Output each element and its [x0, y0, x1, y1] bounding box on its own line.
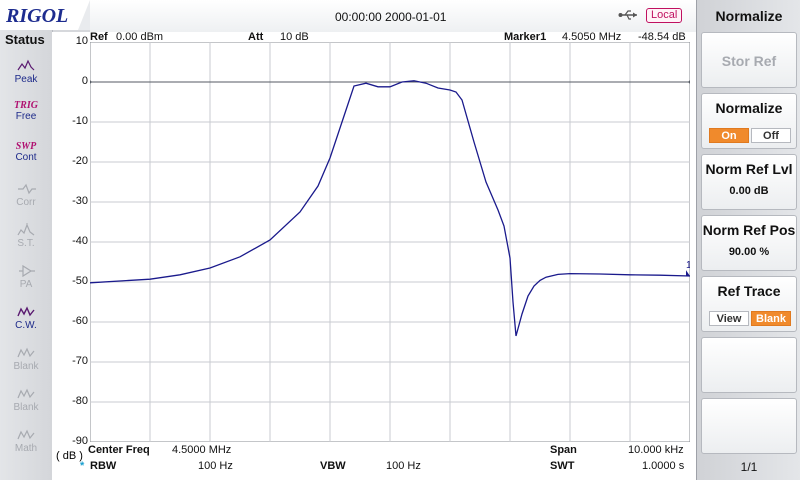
unit-label: ( dB )	[56, 450, 83, 462]
status-blank-indicator: Blank	[6, 343, 46, 381]
status-cw-indicator: C.W.	[6, 302, 46, 340]
stor-ref-softkey[interactable]: Stor Ref	[701, 32, 797, 88]
status-peak-indicator: Peak	[6, 56, 46, 94]
center-freq-value[interactable]: 4.5000 MHz	[172, 444, 232, 456]
ref-trace-view-option[interactable]: View	[709, 311, 749, 326]
page-indicator: 1/1	[740, 460, 758, 474]
marker-1-symbol	[686, 270, 690, 277]
header-bar: 00:00:00 2000-01-01 Local	[90, 0, 696, 32]
swt-value[interactable]: 1.0000 s	[642, 460, 685, 472]
status-free-indicator: TRIG Free	[6, 97, 46, 135]
readout-top: Ref 0.00 dBm Att 10 dB Marker1 4.5050 MH…	[90, 32, 690, 43]
status-item-label: Blank	[13, 402, 39, 413]
normalize-off-option[interactable]: Off	[751, 128, 791, 143]
ref-trace-softkey[interactable]: Ref Trace View Blank	[701, 276, 797, 332]
y-tick-label: -10	[72, 115, 88, 127]
trace-math-icon	[17, 429, 35, 440]
ref-line-right-marker	[688, 80, 690, 84]
corr-icon	[18, 183, 36, 195]
y-tick-label: -50	[72, 275, 88, 287]
norm-ref-lvl-softkey[interactable]: Norm Ref Lvl 0.00 dB	[701, 154, 797, 210]
vbw-label: VBW	[320, 460, 346, 472]
ref-trace-blank-option[interactable]: Blank	[751, 311, 791, 326]
y-tick-label: 0	[81, 75, 88, 87]
trace-blank-icon	[17, 388, 35, 399]
status-item-label: Cont	[15, 152, 37, 163]
norm-ref-lvl-value: 0.00 dB	[729, 185, 769, 197]
marker-level: -48.54 dB	[638, 31, 686, 43]
rbw-manual-indicator: *	[80, 460, 85, 472]
y-tick-label: -30	[72, 195, 88, 207]
peak-icon	[17, 59, 35, 71]
clear-write-icon	[17, 306, 35, 317]
ref-line-left-marker	[90, 80, 92, 84]
marker-label: Marker1	[504, 31, 547, 43]
y-tick-label: -60	[72, 315, 88, 327]
y-tick-label: -80	[72, 395, 88, 407]
menu-title: Normalize	[715, 8, 783, 24]
status-item-label: Peak	[14, 74, 38, 85]
ref-level-label: Ref	[90, 31, 108, 43]
status-swp-tag: SWP	[15, 141, 37, 152]
status-blank-indicator: Blank	[6, 384, 46, 422]
status-cont-indicator: SWP Cont	[6, 138, 46, 176]
preamp-icon	[19, 264, 35, 278]
marker-1-label: 1	[686, 260, 690, 271]
status-st-indicator: S.T.	[6, 220, 46, 258]
attenuation-label: Att	[248, 31, 264, 43]
rigol-logo: RIGOL	[0, 0, 90, 30]
center-freq-label: Center Freq	[88, 444, 150, 456]
spectrum-plot: 1	[90, 42, 690, 442]
svg-text:RIGOL: RIGOL	[5, 5, 68, 27]
spectrum-trace	[90, 80, 690, 337]
rbw-label: RBW	[90, 460, 117, 472]
signal-track-icon	[17, 223, 35, 236]
y-tick-label: -90	[72, 435, 88, 447]
norm-ref-pos-value: 90.00 %	[728, 246, 770, 258]
status-item-label: S.T.	[17, 238, 35, 249]
stor-ref-label: Stor Ref	[721, 53, 777, 69]
status-title: Status	[5, 32, 45, 47]
y-tick-label: -20	[72, 155, 88, 167]
normalize-on-option[interactable]: On	[709, 128, 749, 143]
status-item-label: Math	[14, 443, 38, 454]
empty-softkey-1[interactable]	[701, 337, 797, 393]
status-item-label: PA	[19, 279, 33, 290]
rbw-value[interactable]: 100 Hz	[198, 460, 233, 472]
usb-icon	[618, 10, 637, 20]
span-value[interactable]: 10.000 kHz	[628, 444, 684, 456]
status-corr-indicator: Corr	[6, 179, 46, 217]
status-panel: Status Peak TRIG Free SWP Cont Corr S.T. PA C.W.…	[0, 30, 53, 480]
status-item-label: Blank	[13, 361, 39, 372]
normalize-label: Normalize	[715, 100, 783, 116]
datetime: 00:00:00 2000-01-01	[335, 10, 447, 24]
norm-ref-pos-label: Norm Ref Pos	[702, 222, 796, 238]
vbw-value[interactable]: 100 Hz	[386, 460, 421, 472]
normalize-softkey[interactable]: Normalize On Off	[701, 93, 797, 149]
empty-softkey-2[interactable]	[701, 398, 797, 454]
span-label: Span	[550, 444, 577, 456]
norm-ref-lvl-label: Norm Ref Lvl	[705, 161, 793, 177]
ref-level-value[interactable]: 0.00 dBm	[116, 31, 164, 43]
y-tick-label: 10	[75, 35, 88, 47]
status-item-label: Free	[15, 111, 37, 122]
status-item-label: C.W.	[15, 320, 37, 331]
softkey-menu: Normalize Stor Ref Normalize On Off Norm…	[696, 0, 800, 480]
norm-ref-pos-softkey[interactable]: Norm Ref Pos 90.00 %	[701, 215, 797, 271]
y-tick-label: -70	[72, 355, 88, 367]
ref-trace-label: Ref Trace	[717, 283, 781, 299]
marker-frequency: 4.5050 MHz	[562, 31, 622, 43]
status-trig-tag: TRIG	[14, 100, 38, 111]
local-remote-button[interactable]: Local	[646, 8, 683, 23]
attenuation-value[interactable]: 10 dB	[280, 31, 309, 43]
status-pa-indicator: PA	[6, 261, 46, 299]
status-item-label: Corr	[16, 197, 36, 208]
swt-label: SWT	[550, 460, 575, 472]
status-math-indicator: Math	[6, 425, 46, 463]
y-tick-label: -40	[72, 235, 88, 247]
trace-blank-icon	[17, 347, 35, 358]
readout-bottom: Center Freq 4.5000 MHz Span 10.000 kHz *…	[80, 444, 690, 478]
